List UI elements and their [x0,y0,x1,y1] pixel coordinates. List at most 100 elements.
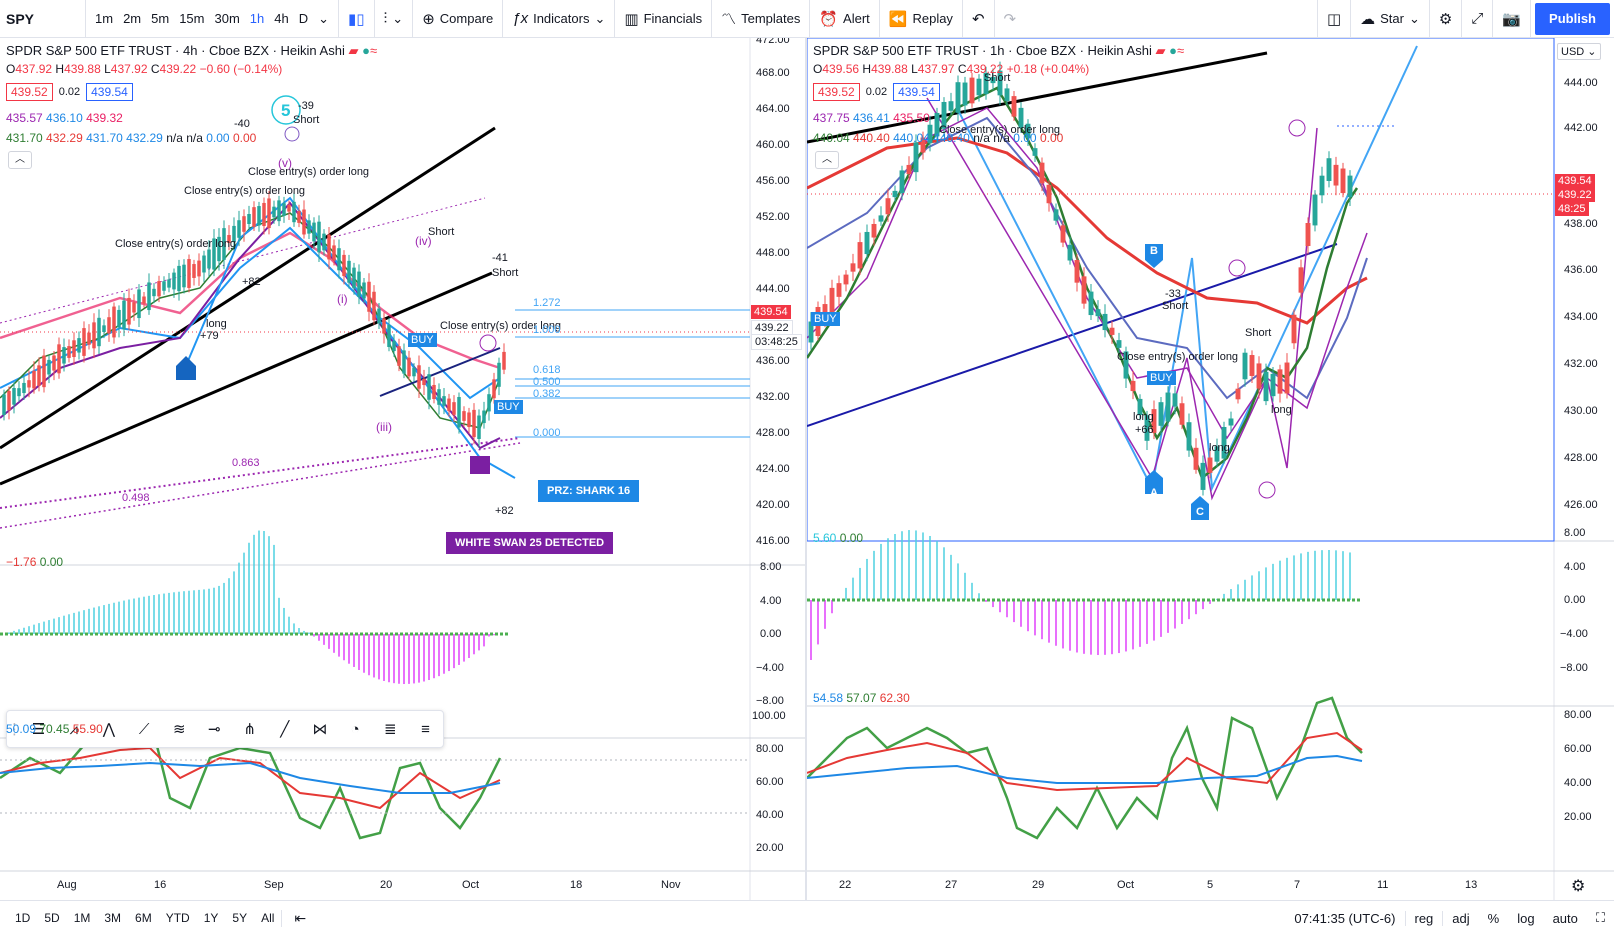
right-collapse-legend-button[interactable]: ︿ [815,151,839,169]
range-3m[interactable]: 3M [104,911,122,925]
scale-settings-icon[interactable]: ⛶ [1595,910,1605,925]
drag-handle-icon[interactable]: ⋮ [7,721,22,738]
ray-icon[interactable]: ⊸ [208,721,221,738]
left-ma1-legend[interactable]: 435.57 436.10 439.32 [6,111,123,125]
fib-extension-icon[interactable]: ≡ [421,720,430,738]
left-fib-0498: 0.498 [122,492,150,504]
left-buy-tag[interactable]: BUY [408,333,437,347]
right-macd-legend[interactable]: 5.60 0.00 [813,531,864,545]
white-swan-badge[interactable]: WHITE SWAN 25 DETECTED [446,532,614,554]
log-button[interactable]: log [1517,910,1535,926]
left-macd-legend[interactable]: −1.76 0.00 [6,555,64,569]
horizontal-lines-icon[interactable]: ☰ [31,721,46,738]
interval-dropdown-icon[interactable]: ⌄ [318,10,330,26]
publish-button[interactable]: Publish [1535,2,1610,35]
indicators-button[interactable]: ƒx Indicators ⌄ [503,0,616,38]
compare-button[interactable]: ⊕ Compare [413,0,504,38]
left-bid[interactable]: 439.52 [6,83,53,101]
gear-icon: ⚙ [1438,10,1453,28]
templates-label: Templates [741,11,801,26]
right-annotation-long-3: long [1271,404,1292,416]
line-tool-icon[interactable]: ╱ [280,721,290,738]
left-ma2-legend[interactable]: 431.70 432.29 431.70 432.29 n/a n/a 0.00… [6,131,257,145]
interval-2m[interactable]: 2m [123,11,142,26]
left-rsi-tick: 100.00 [752,710,786,722]
range-all[interactable]: All [261,911,275,925]
right-ask[interactable]: 439.54 [893,83,940,101]
right-bid[interactable]: 439.52 [813,83,860,101]
right-rsi-tick: 40.00 [1564,777,1592,789]
auto-button[interactable]: auto [1552,910,1578,926]
bar-style-candle-button[interactable]: ▮▯ [339,0,375,38]
left-rsi-legend[interactable]: 50.09 70.45 55.90 [6,722,103,736]
left-chart-title[interactable]: SPDR S&P 500 ETF TRUST · 4h · Cboe BZX ·… [6,43,377,59]
left-price-tick: 448.00 [756,247,790,259]
fib-retracement-icon[interactable]: ≣ [384,721,397,738]
xabcd-pattern-icon[interactable]: ⋈ [312,721,328,738]
right-ma2-legend[interactable]: 440.04 440.40 440.04 440.40 n/a n/a 0.00… [813,131,1064,145]
eye-icon[interactable]: ● [1169,43,1177,58]
range-5y[interactable]: 5Y [232,911,248,925]
percent-button[interactable]: % [1487,910,1500,926]
templates-button[interactable]: 〽 Templates [712,0,811,38]
eye-icon[interactable]: ● [362,43,370,58]
symbol-search[interactable]: SPY [0,0,86,38]
wave-12345-icon[interactable]: ⩘ [69,720,78,738]
right-ma1-legend[interactable]: 437.75 436.41 435.50 [813,111,930,125]
right-chart-title[interactable]: SPDR S&P 500 ETF TRUST · 1h · Cboe BZX ·… [813,43,1184,59]
currency-selector[interactable]: USD ⌄ [1557,43,1601,60]
range-ytd[interactable]: YTD [165,911,190,925]
right-rsi-legend[interactable]: 54.58 57.07 62.30 [813,691,910,705]
wave-icon[interactable]: ≈ [369,43,378,58]
financials-button[interactable]: ▥ Financials [615,0,713,38]
left-rsi-tick: 40.00 [756,809,784,821]
interval-15m[interactable]: 15m [179,11,205,26]
chart-settings-gear-icon[interactable]: ⚙ [1571,878,1586,895]
left-chart-pane[interactable]: SPDR S&P 500 ETF TRUST · 4h · Cboe BZX ·… [0,38,805,900]
snapshot-button[interactable]: 📷 [1493,0,1532,38]
wave-abc-icon[interactable]: ⋀ [102,721,116,738]
interval-5m[interactable]: 5m [151,11,170,26]
range-1d[interactable]: 1D [15,911,31,925]
right-macd-tick: 0.00 [1564,594,1586,606]
settings-button[interactable]: ⚙ [1430,0,1463,38]
interval-4h[interactable]: 4h [274,11,289,26]
fullscreen-button[interactable]: ⤢ [1462,0,1494,38]
pane-divider[interactable] [805,38,807,900]
wave-icon[interactable]: ≈ [1176,43,1185,58]
left-buy-tag-2[interactable]: BUY [494,400,523,414]
range-6m[interactable]: 6M [135,911,152,925]
trend-line-icon[interactable]: ⟋ [138,720,150,738]
arc-tool-icon[interactable]: ◔ [350,720,360,738]
undo-button[interactable]: ↶ [963,0,995,38]
prz-shark-badge[interactable]: PRZ: SHARK 16 [538,480,640,502]
replay-button[interactable]: ⏪ Replay [880,0,963,38]
fib-channel-icon[interactable]: ≋ [172,721,186,738]
pitchfork-icon[interactable]: ⋔ [243,721,256,738]
right-chart-pane[interactable]: SPDR S&P 500 ETF TRUST · 1h · Cboe BZX ·… [807,38,1614,900]
left-ask[interactable]: 439.54 [86,83,133,101]
session-reg-button[interactable]: reg [1404,910,1443,926]
date-range-icon[interactable]: ⇤ [281,909,313,927]
bar-style-button[interactable]: ⫶ ⌄ [375,0,414,38]
redo-button[interactable]: ↷ [995,0,1026,38]
alert-button[interactable]: ⏰ Alert [810,0,880,38]
interval-D[interactable]: D [298,11,309,26]
right-buy-tag-2[interactable]: BUY [1147,371,1176,385]
star-button[interactable]: ☁ Star ⌄ [1351,0,1430,38]
left-collapse-legend-button[interactable]: ︿ [8,151,32,169]
adj-button[interactable]: adj [1442,910,1478,926]
right-buy-tag[interactable]: BUY [811,312,840,326]
interval-30m[interactable]: 30m [214,11,240,26]
range-5d[interactable]: 5D [44,911,60,925]
clock-timezone[interactable]: 07:41:35 (UTC-6) [1294,910,1396,926]
interval-1h[interactable]: 1h [249,11,265,26]
range-1m[interactable]: 1M [73,911,91,925]
right-countdown-tag: 48:25 [1555,202,1589,216]
left-trendline-lower [0,271,493,486]
left-chart-canvas[interactable] [0,38,805,900]
range-1y[interactable]: 1Y [203,911,219,925]
right-chart-canvas[interactable] [807,38,1614,900]
interval-1m[interactable]: 1m [95,11,114,26]
layout-button[interactable]: ◫ [1316,0,1352,38]
